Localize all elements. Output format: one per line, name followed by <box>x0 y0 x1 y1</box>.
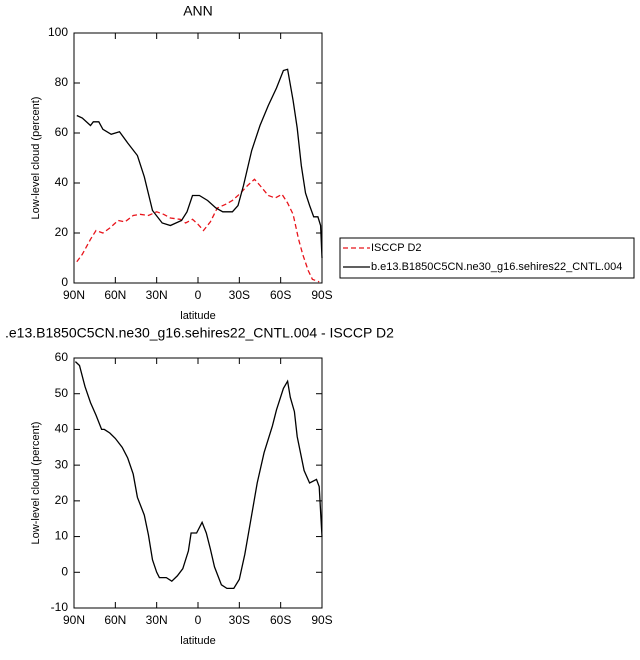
y-tick-label: 20 <box>55 493 69 507</box>
y-tick-label: 10 <box>55 529 69 543</box>
x-axis-label: latitude <box>180 635 215 647</box>
x-tick-label: 90N <box>63 288 85 302</box>
data-line <box>76 68 323 259</box>
x-tick-label: 0 <box>195 288 202 302</box>
x-tick-label: 0 <box>195 613 202 627</box>
x-tick-label: 60S <box>270 288 291 302</box>
y-tick-label: 40 <box>55 175 69 189</box>
y-tick-label: 40 <box>55 422 69 436</box>
legend-label: b.e13.B1850C5CN.ne30_g16.sehires22_CNTL.… <box>371 261 622 273</box>
y-axis-label: Low-level cloud (percent) <box>30 422 42 545</box>
data-line <box>76 178 320 283</box>
y-tick-label: 0 <box>61 275 68 289</box>
legend: ISCCP D2 b.e13.B1850C5CN.ne30_g16.sehires… <box>339 237 635 279</box>
x-tick-label: 90S <box>311 288 332 302</box>
x-axis-label: latitude <box>180 310 215 322</box>
y-tick-label: 0 <box>61 564 68 578</box>
y-tick-label: 50 <box>55 386 69 400</box>
x-tick-label: 30S <box>229 613 250 627</box>
y-tick-label: 20 <box>55 225 69 239</box>
x-tick-label: 60S <box>270 613 291 627</box>
x-tick-label: 90N <box>63 613 85 627</box>
x-tick-label: 30N <box>146 613 168 627</box>
plot-frame <box>73 357 323 609</box>
y-tick-label: -10 <box>51 600 69 614</box>
x-tick-label: 90S <box>311 613 332 627</box>
y-tick-label: 60 <box>55 350 69 364</box>
legend-label: ISCCP D2 <box>371 242 422 254</box>
y-tick-label: 100 <box>48 25 68 39</box>
chart-title: .e13.B1850C5CN.ne30_g16.sehires22_CNTL.0… <box>5 325 394 341</box>
x-tick-label: 30N <box>146 288 168 302</box>
x-tick-label: 60N <box>104 613 126 627</box>
chart-title: ANN <box>183 3 213 19</box>
legend-box <box>339 237 635 279</box>
x-tick-label: 30S <box>229 288 250 302</box>
y-tick-label: 30 <box>55 457 69 471</box>
x-tick-label: 60N <box>104 288 126 302</box>
data-line <box>74 361 323 590</box>
y-tick-label: 60 <box>55 125 69 139</box>
y-axis-label: Low-level cloud (percent) <box>30 97 42 220</box>
y-tick-label: 80 <box>55 75 69 89</box>
